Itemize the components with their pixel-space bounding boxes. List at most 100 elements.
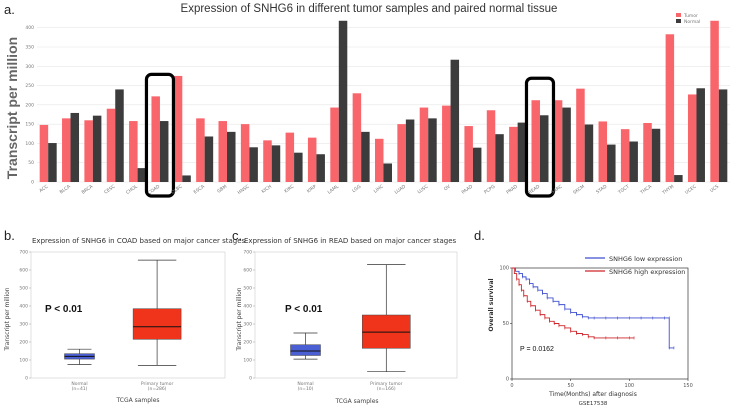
highlight-box-read — [524, 76, 556, 198]
panel-label-d: d. — [474, 228, 485, 243]
bar-tumor-hnsc — [240, 124, 250, 182]
group-label-primary-tumor: Primary tumor — [370, 381, 403, 387]
xtick-label-thym: THYM — [661, 184, 676, 197]
xtick-label-lihc: LIHC — [373, 184, 385, 195]
ytick-label: 300 — [19, 322, 28, 328]
bar-normal-tgct — [629, 141, 638, 182]
bar-normal-acc — [48, 143, 57, 182]
bar-tumor-laml — [330, 107, 339, 182]
bar-normal-luad — [405, 119, 415, 182]
panel-label-a: a. — [4, 2, 15, 17]
bar-normal-ucs — [718, 89, 728, 182]
chart-a-ytick-label: 0 — [31, 180, 34, 186]
km-curve-high — [512, 267, 635, 339]
xtick-label-ucs: UCS — [709, 184, 720, 194]
panel-a: a. Expression of SNHG6 in different tumo… — [4, 2, 730, 198]
xtick-label-gbm: GBM — [216, 184, 228, 195]
xtick-label-ov: OV — [443, 183, 453, 192]
chart-d-pvalue: P = 0.0162 — [520, 346, 554, 353]
bar-tumor-lihc — [375, 138, 384, 182]
chart-a-legend: Tumor Normal — [676, 13, 700, 25]
bar-normal-lihc — [383, 163, 392, 182]
bar-normal-pcpg — [495, 134, 504, 182]
chart-a-ytick-label: 200 — [25, 102, 34, 108]
chart-a-ytick-label: 400 — [25, 25, 34, 31]
xtick-label-luad: LUAD — [394, 183, 408, 195]
xtick-label-kirp: KIRP — [306, 184, 318, 195]
ytick-label: 50 — [503, 321, 509, 327]
chart-c-title: Expression of SNHG6 in READ based on maj… — [244, 237, 457, 245]
xtick-label-coad: COAD — [147, 183, 162, 196]
bar-normal-kirp — [316, 154, 325, 182]
chart-a-xlabels: ACC BLCA BRCA CESC CHOL COAD DLBC ESCA GBM HNSC KI… — [38, 183, 720, 196]
panel-d: d. Overall survival 0 50 100 150 0 50 100 P = … — [474, 228, 693, 407]
xtick-label-lgg: LGG — [351, 183, 363, 194]
ytick-label: 100 — [243, 358, 252, 364]
bar-tumor-lgg — [352, 93, 362, 182]
chart-a-ytick-label: 100 — [25, 141, 34, 147]
ytick-label: 700 — [19, 250, 28, 256]
bar-normal-esca — [204, 136, 214, 182]
bar-normal-paad — [472, 147, 482, 182]
bar-tumor-ucec — [687, 94, 697, 182]
xtick-label-thca: THCA — [639, 183, 654, 196]
ytick-label: 500 — [243, 286, 252, 292]
bar-tumor-gbm — [218, 121, 228, 182]
bar-normal-stad — [607, 144, 616, 182]
bar-normal-gbm — [227, 131, 236, 182]
bar-normal-lgg — [361, 131, 370, 182]
xtick-label-ucec: UCEC — [684, 184, 698, 196]
chart-a-bars — [39, 20, 728, 183]
ytick-label: 300 — [243, 322, 252, 328]
xtick-label-blca: BLCA — [59, 183, 73, 195]
panel-c: c. Expression of SNHG6 in READ based on … — [232, 228, 458, 405]
bar-normal-brca — [92, 115, 102, 182]
panel-b: b. Expression of SNHG6 in COAD based on … — [4, 228, 246, 404]
bar-tumor-blca — [62, 118, 71, 182]
xtick-label-skcm: SKCM — [572, 184, 586, 196]
bar-normal-kirc — [294, 152, 303, 182]
bar-tumor-acc — [39, 124, 49, 182]
bar-normal-sarc — [562, 107, 571, 182]
chart-c-xlabel: TCGA samples — [334, 398, 378, 405]
legend-label-tumor: Tumor — [683, 13, 698, 19]
group-label-normal: Normal — [71, 381, 87, 387]
bar-normal-read — [539, 115, 549, 182]
xtick-label: 100 — [625, 383, 635, 389]
xtick-label-paad: PAAD — [461, 183, 475, 195]
chart-a-ytick-label: 50 — [28, 160, 34, 166]
xtick-label-prad: PRAD — [505, 183, 519, 195]
chart-a-ytick-label: 150 — [25, 122, 34, 128]
bar-tumor-sarc — [553, 100, 563, 182]
xtick-label-stad: STAD — [595, 183, 609, 195]
xtick-label-cesc: CESC — [103, 184, 116, 196]
chart-a-ytick-label: 300 — [25, 64, 34, 70]
chart-b-pvalue: P < 0.01 — [45, 304, 83, 315]
xtick-label: 50 — [567, 383, 573, 389]
group-n-primary-tumor: (n=286) — [148, 386, 167, 392]
bar-normal-ov — [450, 59, 460, 182]
bar-normal-ucec — [696, 88, 705, 182]
bar-tumor-cesc — [106, 108, 116, 182]
chart-a-ylabel: Transcript per million — [4, 37, 20, 179]
plot-frame — [254, 251, 458, 379]
ytick-label: 0 — [249, 376, 252, 382]
bar-tumor-thca — [643, 122, 652, 182]
bar-normal-dlbc — [182, 175, 191, 182]
bar-tumor-skcm — [576, 88, 585, 182]
chart-b-title: Expression of SNHG6 in COAD based on maj… — [32, 237, 246, 245]
xtick-label-sarc: SARC — [550, 184, 563, 196]
chart-b-xlabel: TCGA samples — [115, 397, 159, 404]
highlight-box-coad — [144, 72, 176, 198]
chart-b-ylabel: Transcript per million — [4, 287, 11, 351]
bar-tumor-kich — [263, 140, 272, 182]
bar-normal-cesc — [115, 89, 124, 182]
chart-c-axes: 0 100 200 300 400 500 600 700 Normal(n=10) Primar… — [243, 250, 458, 392]
plot-frame — [511, 267, 689, 380]
bar-tumor-ucs — [710, 20, 719, 183]
bar-tumor-tgct — [620, 129, 630, 182]
group-label-primary-tumor: Primary tumor — [141, 381, 174, 387]
xtick-label-kich: KICH — [261, 184, 273, 195]
bar-tumor-dlbc — [173, 75, 183, 182]
chart-c-boxes — [290, 264, 411, 373]
